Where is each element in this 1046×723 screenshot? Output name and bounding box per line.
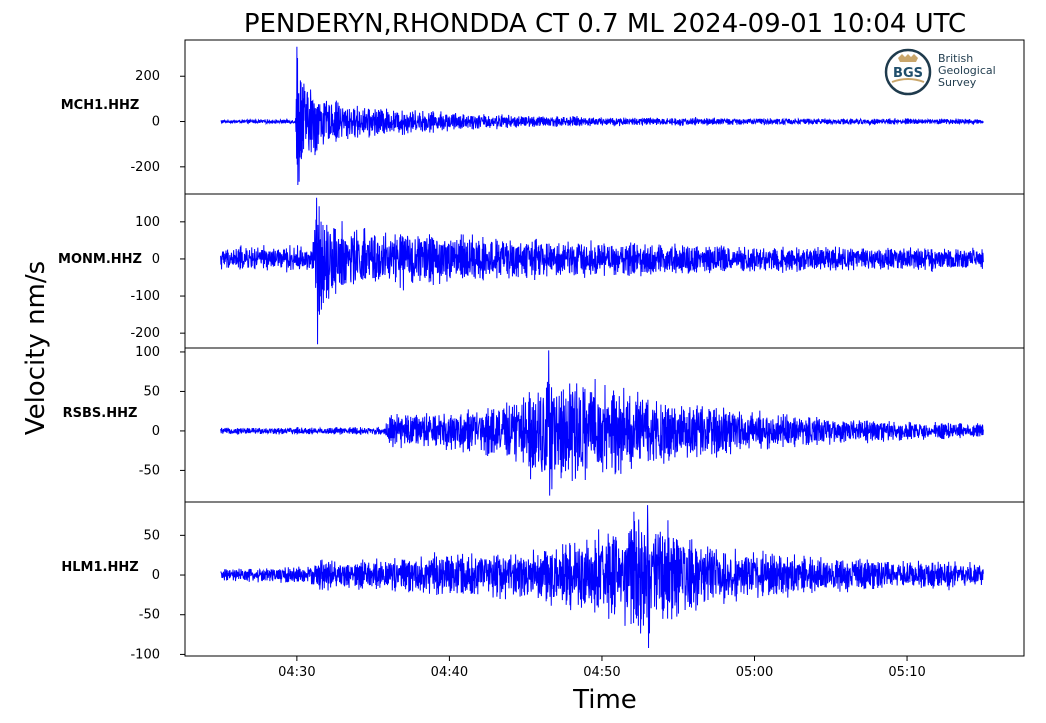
y-tick-label: 100	[135, 215, 160, 230]
waveform-trace	[220, 350, 984, 496]
chart-title: PENDERYN,RHONDDA CT 0.7 ML 2024-09-01 10…	[244, 9, 966, 39]
logo-ring-icon	[884, 48, 932, 96]
y-tick-label: 0	[152, 115, 160, 130]
y-tick-label: 0	[152, 424, 160, 439]
x-tick-label: 04:30	[278, 665, 315, 680]
waveform-trace	[220, 197, 984, 345]
logo-line2: Geological	[938, 64, 996, 77]
waveform-trace	[220, 505, 984, 649]
y-axis-label: Velocity nm/s	[21, 261, 51, 435]
logo-wave-icon	[891, 78, 925, 83]
y-tick-label: -100	[130, 647, 160, 662]
y-tick-label: -50	[139, 608, 160, 623]
x-tick-label: 04:40	[431, 665, 468, 680]
station-label: HLM1.HHZ	[61, 560, 138, 575]
station-label: RSBS.HHZ	[63, 406, 138, 421]
y-tick-label: 50	[143, 384, 160, 399]
y-tick-label: -100	[130, 289, 160, 304]
y-tick-label: 200	[135, 69, 160, 84]
panels-group: 200 0 -200 MCH1.HHZ 100 0 -100 -200 MONM.HHZ 100 5…	[58, 39, 1025, 662]
panel-hlm1-hhz: 50 0 -50 -100 HLM1.HHZ	[61, 501, 1025, 662]
logo-line3: Survey	[938, 76, 977, 89]
y-tick-label: 50	[143, 528, 160, 543]
y-tick-label: -200	[130, 160, 160, 175]
bgs-logo: BGS British Geological Survey	[884, 48, 996, 96]
x-tick-label: 05:00	[736, 665, 773, 680]
station-label: MCH1.HHZ	[61, 98, 140, 113]
x-tick-label: 05:10	[888, 665, 925, 680]
x-axis-label: Time	[572, 685, 637, 715]
y-tick-label: -200	[130, 326, 160, 341]
waveform-trace	[220, 46, 984, 185]
y-tick-label: -50	[139, 463, 160, 478]
y-tick-label: 100	[135, 345, 160, 360]
y-tick-label: 0	[152, 252, 160, 267]
panel-frame	[184, 501, 1025, 657]
station-label: MONM.HHZ	[58, 252, 142, 267]
panel-rsbs-hhz: 100 50 0 -50 RSBS.HHZ	[63, 345, 1025, 503]
x-axis: 04:30 04:40 04:50 05:00 05:10	[278, 656, 926, 680]
logo-line1: British	[938, 52, 973, 65]
crown-icon	[898, 54, 918, 62]
panel-monm-hhz: 100 0 -100 -200 MONM.HHZ	[58, 193, 1025, 349]
y-tick-label: 0	[152, 568, 160, 583]
panel-mch1-hhz: 200 0 -200 MCH1.HHZ	[61, 39, 1025, 195]
logo-abbr: BGS	[893, 66, 923, 81]
x-tick-label: 04:50	[583, 665, 620, 680]
